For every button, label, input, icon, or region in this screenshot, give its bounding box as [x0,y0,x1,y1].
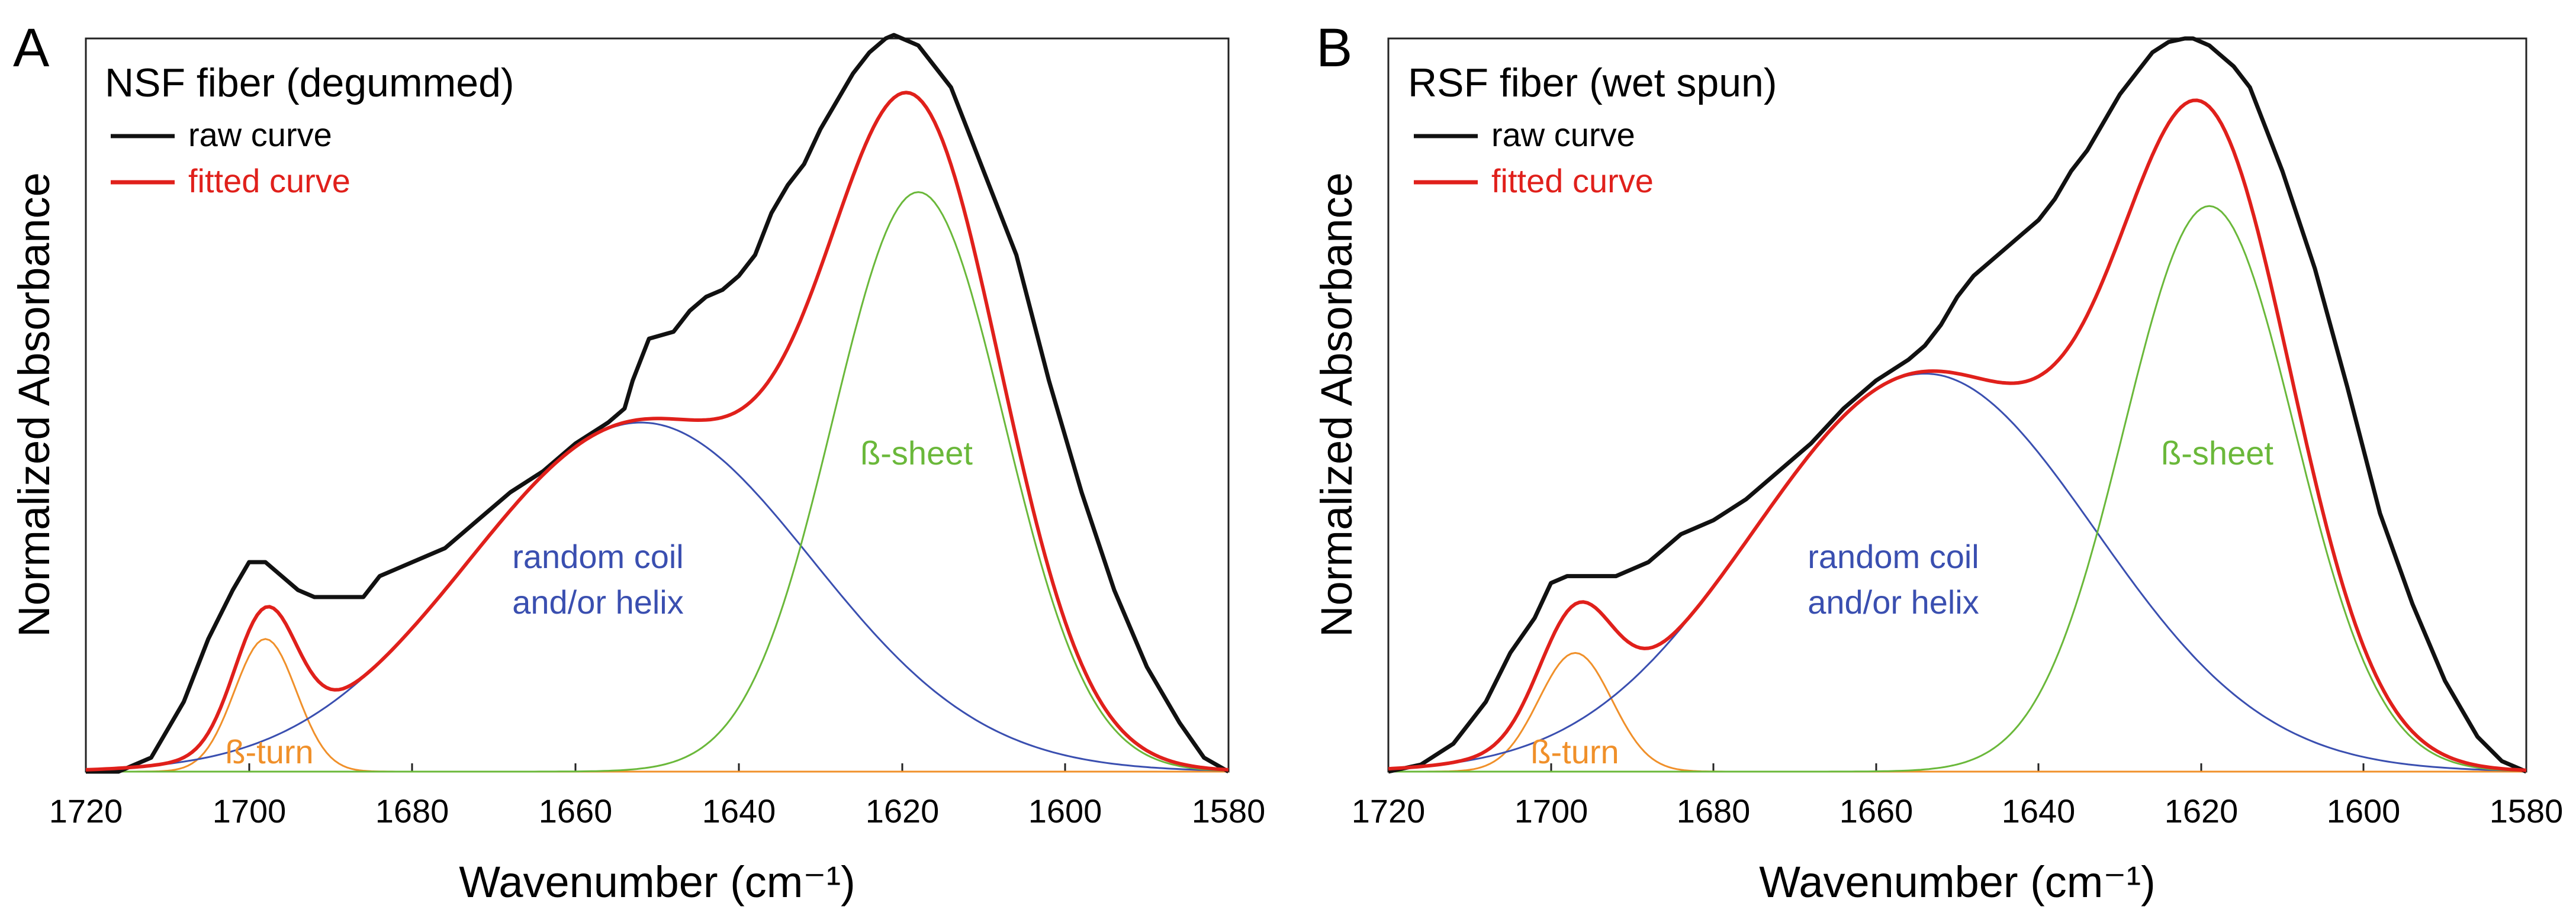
panel-a-fitted-curve [85,91,1229,772]
panel-a-curves [85,33,1230,774]
panel-a-legend-raw-label: raw curve [188,116,332,153]
panel-a-annotations: ß-turn random coil and/or helix ß-sheet [225,434,973,770]
panel-b-sheet-band-curve [1388,205,2527,773]
panel-b-letter: B [1316,18,1352,78]
panel-b-ylabel: Normalized Absorbance [1312,172,1361,637]
panel-b-xticks: 1720 1700 1680 1660 1640 1620 1600 1580 [1352,763,2564,830]
panel-b-tick-label: 1640 [2002,792,2076,830]
panel-b-tick-label: 1720 [1352,792,1426,830]
panel-a-title: NSF fiber (degummed) [105,60,514,105]
panel-a-sheet-band-curve [86,191,1229,773]
panel-a-tick-label: 1660 [539,792,613,830]
panel-a-legend: raw curve fitted curve [111,116,350,199]
panel-b-annotation-sheet: ß-sheet [2161,434,2273,472]
panel-a-tick-label: 1640 [702,792,776,830]
panel-a-annotation-turn: ß-turn [225,733,313,770]
panel-a-letter: A [13,18,50,78]
panel-a-tick-label: 1600 [1028,792,1102,830]
panel-b-coil-band-curve [1388,372,2527,772]
panel-a-tick-label: 1700 [213,792,287,830]
panel-a-coil-band-curve [85,421,1229,772]
panel-a-tick-label: 1680 [375,792,449,830]
panel-a-annotation-coil-line1: random coil [512,538,683,575]
panel-a-annotation-sheet: ß-sheet [860,434,973,472]
panel-b-tick-label: 1680 [1677,792,1751,830]
panel-a-tick-label: 1720 [49,792,123,830]
panel-b-turn-band-curve [1388,651,2526,773]
panel-b-annotations: ß-turn random coil and/or helix ß-sheet [1530,434,2273,770]
panel-b-title: RSF fiber (wet spun) [1408,60,1777,105]
panel-b-annotation-coil-line2: and/or helix [1808,583,1979,621]
panel-b-legend: raw curve fitted curve [1414,116,1654,199]
panel-b-tick-label: 1700 [1514,792,1588,830]
panel-b-xlabel: Wavenumber (cm⁻¹) [1759,857,2156,907]
panel-a-xticks: 1720 1700 1680 1660 1640 1620 1600 1580 [49,763,1266,830]
panel-b-tick-label: 1660 [1839,792,1913,830]
panel-b-tick-label: 1620 [2165,792,2239,830]
panel-a-tick-label: 1620 [866,792,940,830]
panel-b: B Normalized Absorbance Wavenumber (cm⁻¹… [1312,18,2563,907]
panel-a-raw-curve [86,33,1230,774]
panel-b-tick-label: 1600 [2327,792,2401,830]
panel-b-raw-curve [1388,36,2527,774]
panel-b-annotation-coil-line1: random coil [1808,538,1979,575]
panel-a-ylabel: Normalized Absorbance [9,172,59,637]
panel-a-annotation-coil-line2: and/or helix [512,583,684,621]
panel-b-annotation-turn: ß-turn [1530,733,1619,770]
panel-a-legend-fitted-label: fitted curve [188,162,350,199]
panel-a-xlabel: Wavenumber (cm⁻¹) [459,857,856,907]
panel-b-legend-fitted-label: fitted curve [1491,162,1654,199]
panel-b-curves [1388,36,2527,774]
panel-b-tick-label: 1580 [2490,792,2564,830]
panel-b-fitted-curve [1388,98,2527,772]
panel-b-legend-raw-label: raw curve [1491,116,1635,153]
panel-a: A Normalized Absorbance Wavenumber (cm⁻¹… [9,18,1265,907]
panel-a-tick-label: 1580 [1192,792,1266,830]
panel-a-turn-band-curve [86,638,1228,773]
